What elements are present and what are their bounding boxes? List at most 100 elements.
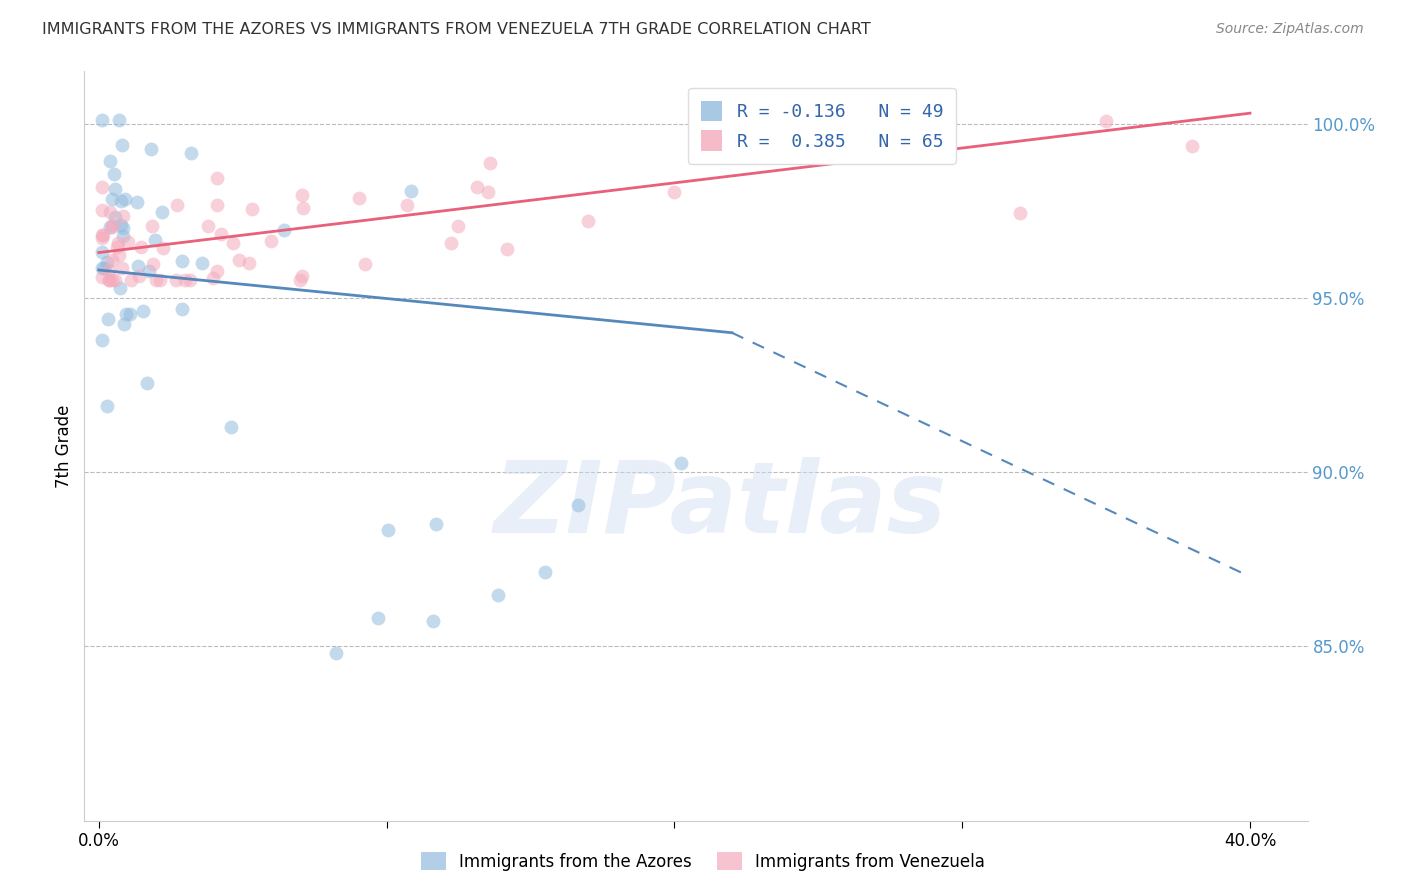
Point	[197, 219, 219, 234]
Point	[90, 269, 112, 284]
Point	[107, 235, 129, 250]
Point	[291, 187, 314, 202]
Point	[165, 273, 187, 287]
Point	[96, 255, 118, 269]
Point	[180, 145, 202, 160]
Point	[103, 167, 125, 181]
Point	[90, 113, 112, 128]
Point	[115, 307, 138, 321]
Point	[93, 261, 115, 276]
Point	[496, 242, 519, 256]
Point	[260, 235, 283, 249]
Point	[141, 219, 163, 233]
Point	[721, 131, 744, 145]
Point	[129, 240, 152, 254]
Point	[100, 205, 122, 219]
Point	[211, 227, 233, 241]
Point	[111, 220, 134, 235]
Point	[97, 262, 120, 277]
Point	[104, 181, 127, 195]
Point	[367, 611, 389, 625]
Point	[90, 244, 112, 259]
Point	[111, 137, 134, 152]
Point	[465, 180, 488, 194]
Point	[807, 99, 830, 113]
Point	[486, 588, 509, 602]
Point	[128, 268, 150, 283]
Point	[353, 257, 375, 271]
Point	[107, 248, 129, 262]
Point	[205, 198, 228, 212]
Point	[90, 227, 112, 242]
Point	[100, 192, 122, 206]
Point	[1181, 139, 1204, 153]
Point	[207, 171, 229, 186]
Point	[135, 376, 157, 390]
Point	[219, 419, 242, 434]
Point	[479, 155, 502, 169]
Point	[105, 240, 128, 254]
Point	[533, 565, 555, 579]
Point	[292, 201, 315, 215]
Point	[103, 273, 125, 287]
Point	[228, 253, 250, 268]
Point	[125, 194, 148, 209]
Point	[669, 456, 692, 470]
Point	[150, 205, 173, 219]
Point	[166, 198, 188, 212]
Point	[132, 304, 155, 318]
Point	[112, 318, 135, 332]
Point	[347, 191, 370, 205]
Point	[145, 273, 167, 287]
Point	[291, 268, 314, 283]
Point	[440, 235, 463, 250]
Point	[110, 194, 132, 208]
Point	[98, 273, 121, 287]
Point	[477, 185, 499, 199]
Y-axis label: 7th Grade: 7th Grade	[55, 404, 73, 488]
Point	[567, 498, 589, 512]
Point	[170, 301, 193, 316]
Point	[288, 273, 311, 287]
Point	[395, 198, 418, 212]
Point	[377, 523, 399, 537]
Point	[97, 311, 120, 326]
Point	[111, 209, 134, 223]
Point	[1095, 114, 1118, 128]
Text: Source: ZipAtlas.com: Source: ZipAtlas.com	[1216, 22, 1364, 37]
Point	[893, 108, 915, 122]
Point	[100, 154, 122, 169]
Point	[179, 273, 201, 287]
Point	[149, 273, 172, 287]
Point	[127, 260, 149, 274]
Point	[101, 273, 124, 287]
Point	[98, 220, 121, 235]
Point	[1008, 205, 1031, 219]
Text: IMMIGRANTS FROM THE AZORES VS IMMIGRANTS FROM VENEZUELA 7TH GRADE CORRELATION CH: IMMIGRANTS FROM THE AZORES VS IMMIGRANTS…	[42, 22, 870, 37]
Text: ZIPatlas: ZIPatlas	[494, 458, 948, 555]
Point	[111, 260, 134, 275]
Point	[202, 270, 225, 285]
Point	[143, 233, 166, 247]
Point	[101, 219, 124, 234]
Point	[139, 142, 162, 156]
Point	[107, 113, 129, 128]
Point	[90, 180, 112, 194]
Point	[664, 185, 686, 199]
Point	[120, 273, 142, 287]
Point	[173, 272, 195, 286]
Point	[425, 516, 447, 531]
Point	[114, 192, 136, 206]
Point	[90, 334, 112, 348]
Point	[191, 256, 214, 270]
Legend: R = -0.136   N = 49, R =  0.385   N = 65: R = -0.136 N = 49, R = 0.385 N = 65	[688, 88, 956, 164]
Point	[222, 236, 245, 251]
Point	[207, 263, 229, 277]
Point	[138, 264, 160, 278]
Point	[108, 281, 131, 295]
Point	[90, 203, 112, 218]
Point	[152, 241, 174, 255]
Point	[576, 214, 599, 228]
Point	[93, 228, 115, 243]
Point	[273, 223, 295, 237]
